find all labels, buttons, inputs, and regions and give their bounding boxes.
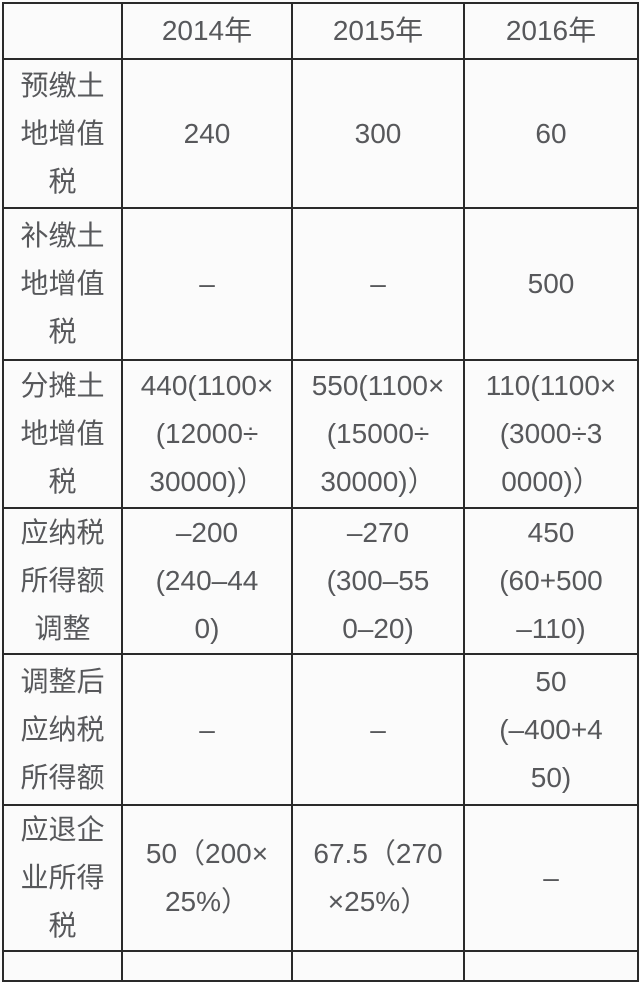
row-label: 调整后 应纳税 所得额	[2, 653, 123, 806]
column-header-2015: 2015年	[291, 2, 465, 60]
column-header-2014: 2014年	[121, 2, 293, 60]
row-label: 预缴土 地增值 税	[2, 58, 123, 209]
value-cell: –270 (300–55 0–20)	[291, 507, 465, 655]
table-row-adjusted-taxable-income: 调整后 应纳税 所得额 – – 50 (–400+4 50)	[2, 653, 639, 806]
value-cell: 110(1100× (3000÷3 0000)）	[463, 359, 639, 509]
value-cell: 500	[463, 207, 639, 361]
row-label: 应退企 业所得 税	[2, 804, 123, 952]
value-cell: –	[121, 653, 293, 806]
value-cell: 300	[291, 58, 465, 209]
value-cell: –	[463, 804, 639, 952]
value-cell: –200 (240–44 0)	[121, 507, 293, 655]
partial-clipped-row	[2, 950, 639, 982]
value-cell: –	[291, 207, 465, 361]
value-cell: –	[291, 653, 465, 806]
value-cell: 60	[463, 58, 639, 209]
table-row-allocated-land-vat: 分摊土 地增值 税 440(1100× (12000÷ 30000)） 550(…	[2, 359, 639, 509]
value-cell-empty	[121, 950, 293, 982]
value-cell: 440(1100× (12000÷ 30000)）	[121, 359, 293, 509]
value-cell-empty	[291, 950, 465, 982]
table-row-prepaid-land-vat: 预缴土 地增值 税 240 300 60	[2, 58, 639, 209]
corner-cell	[2, 2, 123, 60]
column-header-2016: 2016年	[463, 2, 639, 60]
table-row-supplementary-land-vat: 补缴土 地增值 税 – – 500	[2, 207, 639, 361]
value-cell-empty	[463, 950, 639, 982]
row-label: 补缴土 地增值 税	[2, 207, 123, 361]
value-cell: 240	[121, 58, 293, 209]
value-cell: –	[121, 207, 293, 361]
table-row-taxable-income-adjustment: 应纳税 所得额 调整 –200 (240–44 0) –270 (300–55 …	[2, 507, 639, 655]
table-row-refundable-enterprise-income-tax: 应退企 业所得 税 50（200× 25%） 67.5（270 ×25%） –	[2, 804, 639, 952]
value-cell: 67.5（270 ×25%）	[291, 804, 465, 952]
row-label: 分摊土 地增值 税	[2, 359, 123, 509]
row-label: 应纳税 所得额 调整	[2, 507, 123, 655]
value-cell: 50（200× 25%）	[121, 804, 293, 952]
value-cell: 550(1100× (15000÷ 30000)）	[291, 359, 465, 509]
value-cell: 50 (–400+4 50)	[463, 653, 639, 806]
value-cell: 450 (60+500 –110)	[463, 507, 639, 655]
header-row: 2014年 2015年 2016年	[2, 2, 639, 60]
row-label-empty	[2, 950, 123, 982]
